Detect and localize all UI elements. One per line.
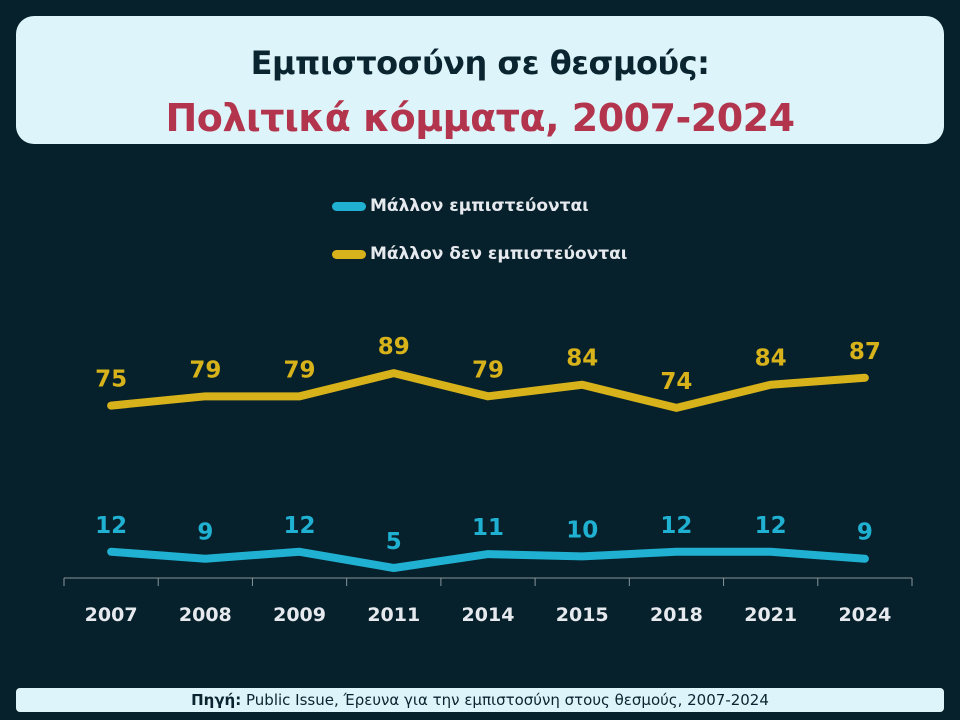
line-distrust [107,369,869,412]
line-trust [107,547,869,572]
data-label: 5 [386,529,402,555]
x-tick-label: 2015 [556,604,609,626]
data-label: 79 [284,357,316,383]
x-tick-label: 2021 [744,604,797,626]
x-tick-label: 2007 [85,604,138,626]
data-label: 9 [857,520,873,546]
source-label: Πηγή: [191,691,242,709]
chart-subtitle: Πολιτικά κόμματα, 2007-2024 [165,96,795,140]
data-label: 10 [566,517,598,543]
legend-item-distrust: Μάλλον δεν εμπιστεύονται [332,244,627,264]
data-label: 89 [378,334,410,360]
legend-label-distrust: Μάλλον δεν εμπιστεύονται [370,244,628,264]
x-tick-label: 2024 [838,604,891,626]
legend-swatch-trust [332,201,366,211]
data-label: 79 [189,357,221,383]
data-label: 87 [849,339,881,365]
x-tick-label: 2011 [367,604,420,626]
data-label: 79 [472,357,504,383]
x-tick-label: 2014 [462,604,515,626]
chart-title: Εμπιστοσύνη σε θεσμούς: [250,44,710,82]
x-tick-label: 2018 [650,604,703,626]
data-label: 75 [95,367,127,393]
legend-label-trust: Μάλλον εμπιστεύονται [370,196,589,216]
x-axis: 2007 2008 2009 2011 2014 2015 2018 2021 2024 [63,577,913,626]
data-label: 9 [197,520,213,546]
data-label: 12 [284,513,316,539]
source-text: Public Issue, Έρευνα για την εμπιστοσύνη… [246,691,769,709]
legend-item-trust: Μάλλον εμπιστεύονται [332,196,589,216]
data-label: 12 [755,513,787,539]
legend-swatch-distrust [332,249,366,259]
data-label: 84 [755,346,787,372]
data-labels: 12 9 12 5 11 10 12 12 9 75 79 79 89 79 84 74 84 87 [95,334,881,555]
data-label: 12 [95,513,127,539]
x-tick-label: 2008 [179,604,232,626]
data-label: 11 [472,515,504,541]
data-label: 74 [660,369,692,395]
x-tick-label: 2009 [273,604,326,626]
source-footer: Πηγή: Public Issue, Έρευνα για την εμπισ… [16,688,944,712]
series-lines [107,369,869,572]
title-panel: Εμπιστοσύνη σε θεσμούς: Πολιτικά κόμματα… [16,16,944,144]
data-label: 84 [566,346,598,372]
data-label: 12 [660,513,692,539]
